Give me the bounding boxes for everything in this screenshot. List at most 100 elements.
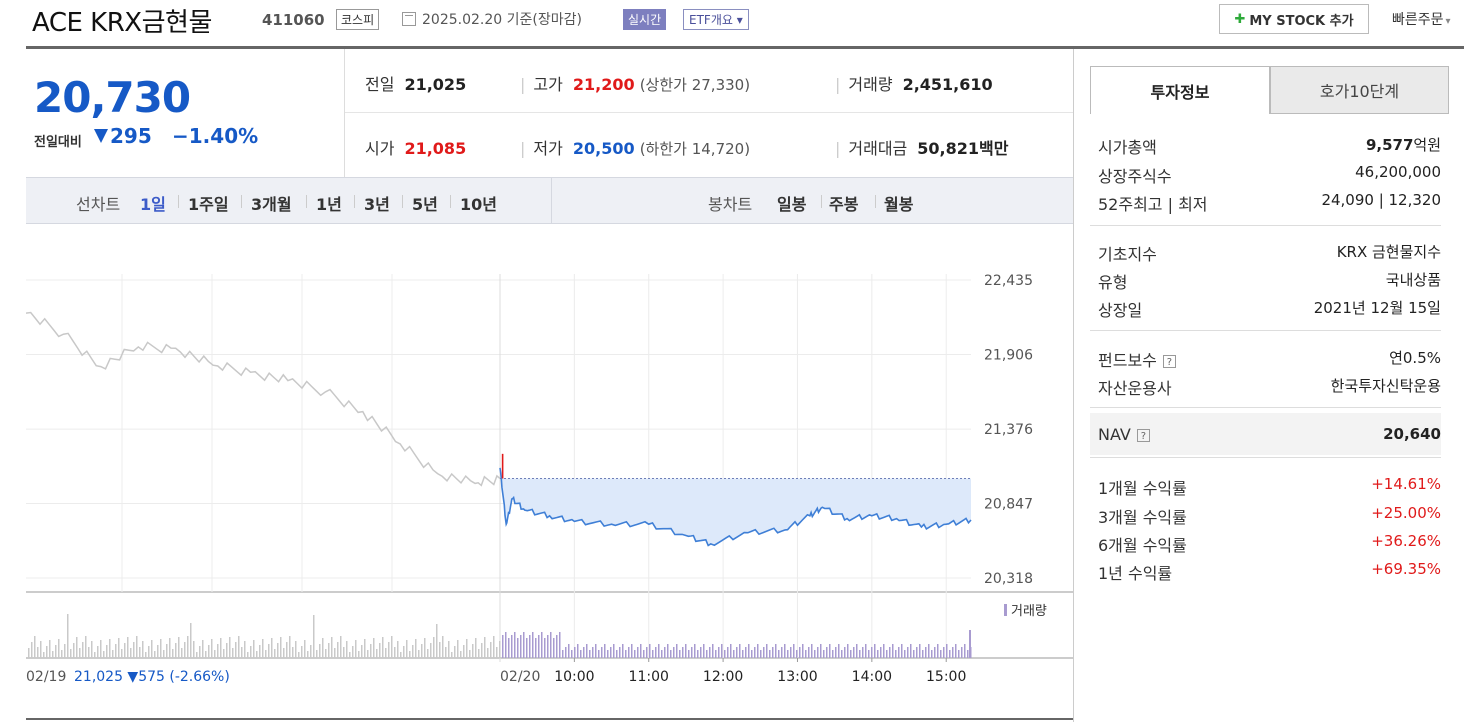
volume-bar (559, 632, 561, 658)
volume-bar (967, 650, 969, 658)
volume-bar (190, 623, 192, 658)
volume-bar (91, 641, 93, 658)
volume-bar (751, 650, 753, 658)
volume-bar (418, 650, 420, 658)
volume-bar (550, 632, 552, 658)
volume-bar (136, 636, 138, 658)
calendar-icon (402, 12, 416, 26)
volume-bar (364, 639, 366, 658)
volume-bar (367, 650, 369, 658)
volume-bar (724, 650, 726, 658)
tab-1year[interactable]: 1년 (316, 195, 342, 214)
volume-bar (58, 639, 60, 658)
volume-bar (676, 644, 678, 658)
volume-bar (565, 647, 567, 658)
tab-1week[interactable]: 1주일 (188, 195, 229, 214)
volume-bar (145, 652, 147, 658)
price-chart[interactable]: 22,435 21,906 21,376 20,847 20,318 거래량 10:00… (26, 226, 1073, 696)
volume-bar (376, 649, 378, 658)
volume-bar (799, 647, 801, 658)
volume-bar (682, 647, 684, 658)
change-percent: −1.40% (172, 124, 259, 148)
volume-bar (475, 638, 477, 658)
y-tick-label: 20,318 (984, 571, 1033, 587)
volume-bar (118, 638, 120, 658)
tab-daily-candle[interactable]: 일봉 (777, 195, 807, 214)
quick-order-button[interactable]: 빠른주문 (1392, 9, 1451, 29)
prev-day-info: 21,025 ▼575 (-2.66%) (74, 669, 230, 685)
tab-order-book[interactable]: 호가10단계 (1270, 66, 1449, 114)
tab-weekly-candle[interactable]: 주봉 (829, 195, 859, 214)
volume-bar (130, 648, 132, 658)
volume-bar (931, 650, 933, 658)
help-icon[interactable]: ? (1136, 429, 1150, 442)
help-icon[interactable]: ? (1162, 355, 1176, 368)
volume-bar (163, 650, 165, 658)
volume-bar (334, 648, 336, 658)
volume-bar (292, 647, 294, 658)
volume-bar (82, 642, 84, 658)
volume-bar (433, 637, 435, 658)
volume-bar (631, 644, 633, 658)
volume-bar (430, 643, 432, 658)
realtime-badge[interactable]: 실시간 (623, 9, 667, 30)
tab-3month[interactable]: 3개월 (251, 195, 292, 214)
volume-bar (94, 652, 96, 658)
x-tick-label: 10:00 (554, 669, 594, 685)
volume-bar (529, 635, 531, 658)
volume-bar (643, 650, 645, 658)
volume-bar (907, 647, 909, 658)
volume-bar (862, 647, 864, 658)
volume-bar (880, 647, 882, 658)
volume-bar (64, 644, 66, 658)
listed-shares-row: 상장주식수 46,200,000 (1098, 163, 1441, 186)
volume-bar (571, 650, 573, 658)
volume-bar (454, 646, 456, 658)
tab-monthly-candle[interactable]: 월봉 (884, 195, 914, 214)
volume-bar (601, 647, 603, 658)
volume-bar (667, 644, 669, 658)
quote-volume: | 거래량 2,451,610 (835, 75, 993, 94)
x-tick-label: 14:00 (852, 669, 892, 685)
tab-5year[interactable]: 5년 (412, 195, 438, 214)
tab-10year[interactable]: 10년 (460, 195, 497, 214)
volume-bar (847, 644, 849, 658)
volume-bar (121, 649, 123, 658)
volume-bar (37, 647, 39, 658)
tab-3year[interactable]: 3년 (364, 195, 390, 214)
current-price: 20,730 (34, 73, 191, 122)
volume-bar (124, 643, 126, 658)
volume-bar (607, 650, 609, 658)
volume-bar (553, 638, 555, 658)
etf-overview-dropdown[interactable]: ETF개요 ▾ (683, 9, 749, 30)
tab-invest-info[interactable]: 투자정보 (1090, 66, 1270, 114)
prev-day-label: 02/19 (26, 669, 66, 685)
volume-bar (817, 647, 819, 658)
volume-bar (484, 637, 486, 658)
volume-bar (307, 651, 309, 658)
volume-bar (688, 650, 690, 658)
volume-bar (181, 648, 183, 658)
my-stock-add-button[interactable]: ✚ MY STOCK 추가 (1219, 4, 1369, 34)
volume-legend-swatch (1004, 604, 1007, 616)
volume-bar (73, 643, 75, 658)
volume-bar (259, 645, 261, 658)
volume-bar (238, 636, 240, 658)
volume-bar (619, 647, 621, 658)
volume-bar (184, 642, 186, 658)
volume-bar (388, 642, 390, 658)
volume-bar (886, 650, 888, 658)
volume-bar (421, 644, 423, 658)
volume-bar (175, 643, 177, 658)
volume-bar (955, 644, 957, 658)
volume-bar (946, 644, 948, 658)
market-tag: 코스피 (336, 9, 380, 30)
tab-1day[interactable]: 1일 (140, 195, 166, 214)
volume-bar (142, 641, 144, 658)
volume-bar (169, 638, 171, 658)
volume-bar (592, 647, 594, 658)
volume-bar (226, 643, 228, 658)
volume-bar (97, 646, 99, 658)
volume-bar (394, 647, 396, 658)
volume-bar (910, 644, 912, 658)
